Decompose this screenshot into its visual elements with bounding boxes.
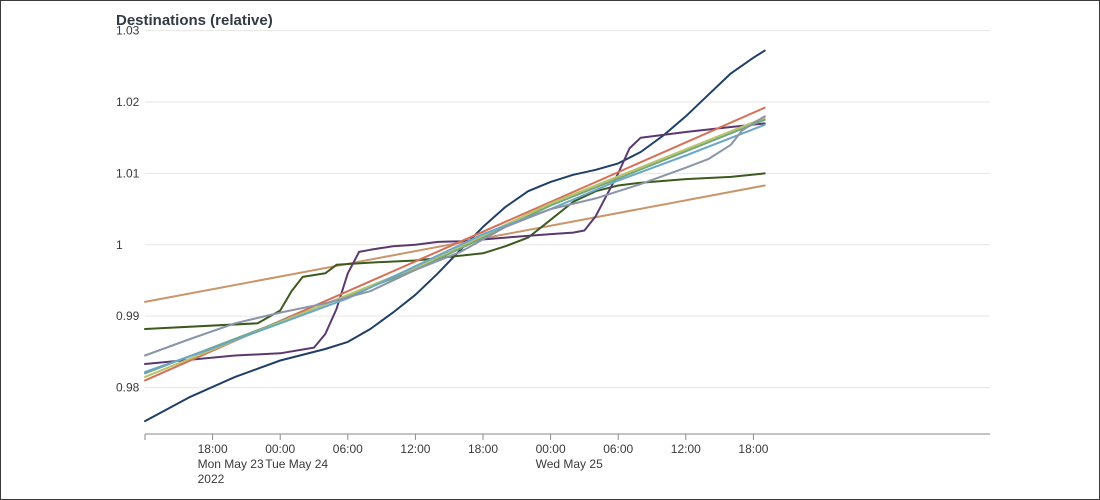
x-tick-label: 12:00 (400, 442, 430, 456)
x-tick-label: 18:00 (468, 442, 498, 456)
x-tick-date-label: Wed May 25 (536, 457, 603, 471)
y-tick-label: 1 (116, 238, 123, 252)
series-line-1 (144, 49, 766, 423)
y-tick-label: 1.03 (116, 24, 140, 38)
series-line-3 (144, 172, 766, 330)
x-tick-date-label: Mon May 23 (198, 457, 264, 471)
x-tick-label: 06:00 (333, 442, 363, 456)
x-tick-label: 00:00 (536, 442, 566, 456)
x-tick-label: 00:00 (265, 442, 295, 456)
x-tick-year-label: 2022 (198, 472, 225, 486)
chart-title: Destinations (relative) (116, 12, 273, 29)
x-tick-date-label: Tue May 24 (265, 457, 328, 471)
grid-layer (145, 30, 990, 389)
y-tick-label: 1.02 (116, 95, 140, 109)
series-line-8 (144, 123, 766, 373)
x-tick-label: 18:00 (198, 442, 228, 456)
y-tick-label: 0.99 (116, 309, 140, 323)
series-layer (144, 49, 766, 423)
x-tick-label: 18:00 (738, 442, 768, 456)
y-tick-label: 0.98 (116, 381, 140, 395)
series-line-9 (144, 115, 766, 357)
x-tick-label: 12:00 (671, 442, 701, 456)
y-tick-label: 1.01 (116, 166, 140, 180)
x-tick-label: 06:00 (603, 442, 633, 456)
